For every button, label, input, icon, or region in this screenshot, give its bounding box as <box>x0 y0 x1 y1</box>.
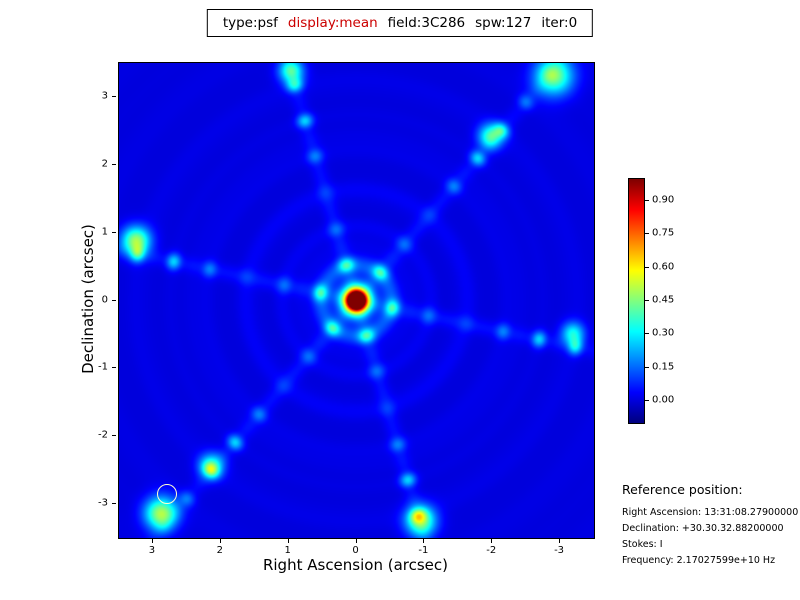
reference-line-2: Stokes: I <box>622 539 663 550</box>
y-tick-label: -2 <box>98 429 108 441</box>
reference-line-1: Declination: +30.30.32.88200000 <box>622 523 784 534</box>
x-tick-label: -2 <box>486 545 497 556</box>
x-tick-label: 3 <box>148 545 156 556</box>
colorbar-gradient <box>629 179 644 423</box>
x-tick-label: -1 <box>418 545 429 556</box>
x-tick-label: -3 <box>554 545 565 556</box>
title-segment-3: spw:127 <box>475 15 532 31</box>
title-segment-4: iter:0 <box>541 15 578 31</box>
x-axis-label: Right Ascension (arcsec) <box>262 556 449 574</box>
y-tick <box>112 503 116 505</box>
colorbar-tick-label: 0.00 <box>652 394 675 406</box>
x-tick <box>491 539 493 543</box>
colorbar-tick <box>645 233 649 235</box>
y-tick <box>112 163 116 165</box>
title-box: type:psf display:mean field:3C286 spw:127 it… <box>206 9 594 37</box>
x-tick-label: 0 <box>352 545 359 556</box>
colorbar-tick-label: 0.60 <box>652 261 675 273</box>
title-segment-2: field:3C286 <box>387 15 466 31</box>
psf-image[interactable] <box>119 63 594 538</box>
x-tick <box>423 539 425 543</box>
y-tick <box>112 299 116 301</box>
y-tick <box>112 367 116 369</box>
region-marker-circle[interactable] <box>156 483 177 504</box>
reference-line-0: Right Ascension: 13:31:08.27900000 <box>622 507 799 518</box>
colorbar-tick <box>645 266 649 268</box>
x-tick <box>219 539 221 543</box>
colorbar-tick-label: 0.15 <box>652 361 675 373</box>
y-tick <box>112 95 116 97</box>
y-tick-label: 3 <box>101 90 108 102</box>
reference-line-3: Frequency: 2.17027599e+10 Hz <box>622 555 776 566</box>
x-tick <box>355 539 357 543</box>
colorbar-tick <box>645 366 649 368</box>
y-tick <box>112 231 116 233</box>
plot-area <box>118 62 595 539</box>
colorbar-tick <box>645 333 649 335</box>
colorbar-tick-label: 0.30 <box>652 327 675 339</box>
reference-position-block: Reference position: Right Ascension: 13:… <box>622 482 799 571</box>
title-segment-1: display:mean <box>287 15 378 31</box>
reference-heading: Reference position: <box>622 482 743 497</box>
y-tick-label: -1 <box>98 361 108 373</box>
colorbar-tick <box>645 399 649 401</box>
y-tick-label: 1 <box>101 226 108 238</box>
x-tick-label: 2 <box>216 545 223 556</box>
x-tick-label: 1 <box>284 545 291 556</box>
colorbar-tick-label: 0.90 <box>652 194 675 206</box>
colorbar-tick <box>645 300 649 301</box>
y-tick-label: 2 <box>101 158 108 170</box>
colorbar-tick-label: 0.75 <box>652 227 675 239</box>
colorbar-tick-label: 0.45 <box>652 294 675 306</box>
y-tick-label: 0 <box>101 294 108 305</box>
x-tick <box>287 539 289 543</box>
x-tick <box>151 539 153 543</box>
title-segment-0: type:psf <box>222 15 278 31</box>
y-tick <box>112 435 116 437</box>
y-tick-label: -3 <box>98 497 108 509</box>
colorbar <box>628 178 645 424</box>
colorbar-tick <box>645 200 649 202</box>
x-tick <box>559 539 561 543</box>
